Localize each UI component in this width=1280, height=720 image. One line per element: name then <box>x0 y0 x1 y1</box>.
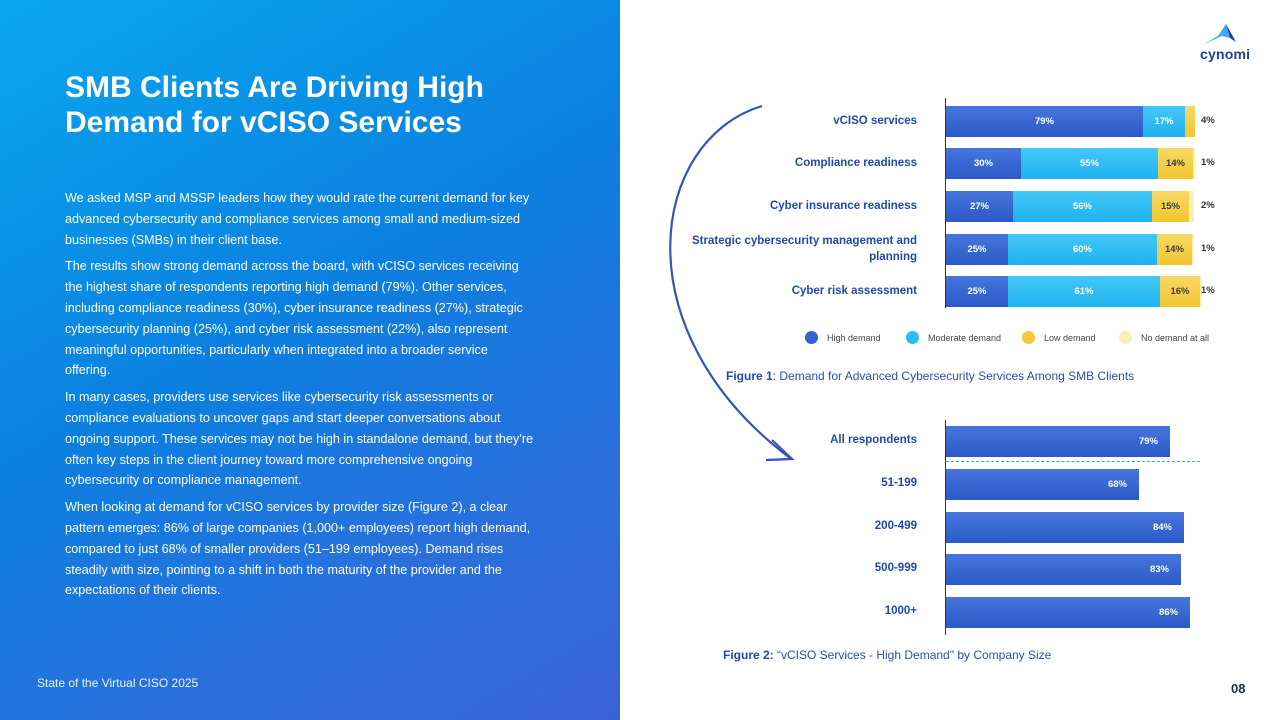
figure-1-caption-text: : Demand for Advanced Cybersecurity Serv… <box>772 369 1135 383</box>
fig1-outside-label: 1% <box>1201 243 1215 254</box>
fig1-category-label: Strategic cybersecurity management and p… <box>692 235 917 263</box>
fig1-bar-segment: 55% <box>1021 148 1158 179</box>
figure-1-caption-bold: Figure 1 <box>726 369 773 383</box>
paragraph: The results show strong demand across th… <box>65 259 523 378</box>
fig1-axis <box>945 98 946 308</box>
fig1-bar-segment <box>1193 148 1195 179</box>
fig1-category-label: Compliance readiness <box>794 157 917 169</box>
legend-item: High demand <box>805 331 881 344</box>
fig2-bar: 79% <box>946 426 1170 457</box>
page-number: 08 <box>1231 681 1246 696</box>
fig1-bar-segment: 61% <box>1008 276 1160 307</box>
fig1-bar-segment <box>1189 191 1194 222</box>
logo-mark-icon <box>1204 24 1236 44</box>
fig1-bar-segment: 30% <box>946 148 1021 179</box>
page-title: SMB Clients Are Driving High Demand for … <box>65 71 484 139</box>
logo-text: cynomi <box>1200 46 1251 62</box>
footer-text: State of the Virtual CISO 2025 <box>37 676 199 690</box>
fig1-bar-segment <box>1185 106 1195 137</box>
fig2-bar: 84% <box>946 512 1184 543</box>
curved-arrow-icon <box>669 104 795 462</box>
fig1-bar-segment: 14% <box>1158 148 1193 179</box>
fig2-category-label: 500-999 <box>874 562 917 574</box>
fig1-outside-label: 2% <box>1201 200 1215 211</box>
fig1-bar-segment: 17% <box>1143 106 1185 137</box>
legend-item: No demand at all <box>1119 331 1209 344</box>
cynomi-logo: cynomi <box>1196 22 1256 62</box>
fig2-bar: 83% <box>946 554 1181 585</box>
paragraph: We asked MSP and MSSP leaders how they w… <box>65 191 530 247</box>
fig1-bar-segment: 25% <box>946 276 1008 307</box>
fig2-bar: 68% <box>946 469 1139 500</box>
legend-swatch-icon <box>1119 331 1132 344</box>
fig1-outside-label: 4% <box>1201 115 1215 126</box>
figure-2-caption: Figure 2: “vCISO Services - High Demand"… <box>723 648 1051 662</box>
body-text: We asked MSP and MSSP leaders how they w… <box>65 188 535 607</box>
legend-swatch-icon <box>805 331 818 344</box>
legend-label: High demand <box>827 332 881 343</box>
fig1-outside-label: 1% <box>1201 157 1215 168</box>
fig1-bar-segment: 56% <box>1013 191 1152 222</box>
fig2-category-label: All respondents <box>830 434 917 446</box>
fig1-bar-segment: 15% <box>1152 191 1189 222</box>
fig2-category-label: 51-199 <box>881 477 917 489</box>
fig1-category-label: vCISO services <box>833 115 917 127</box>
fig1-bar-segment: 27% <box>946 191 1013 222</box>
fig1-bar-segment <box>1200 276 1202 307</box>
fig1-category-label: Cyber insurance readiness <box>769 200 917 212</box>
legend-label: Moderate demand <box>928 332 1002 343</box>
fig1-outside-label: 1% <box>1201 285 1215 296</box>
legend-label: Low demand <box>1044 332 1096 343</box>
left-panel: SMB Clients Are Driving High Demand for … <box>0 0 620 720</box>
paragraph: When looking at demand for vCISO service… <box>65 500 531 598</box>
fig2-category-label: 200-499 <box>874 520 917 532</box>
figure-1-caption: Figure 1: Demand for Advanced Cybersecur… <box>726 369 1134 383</box>
fig1-bar-segment: 60% <box>1008 234 1157 265</box>
legend-swatch-icon <box>1022 331 1035 344</box>
fig1-bar-segment: 14% <box>1157 234 1192 265</box>
fig1-bar-segment: 79% <box>946 106 1143 137</box>
fig2-category-label: 1000+ <box>884 605 917 617</box>
fig2-bar: 86% <box>946 597 1190 628</box>
fig1-bar-segment: 16% <box>1160 276 1200 307</box>
figure-2-caption-text: “vCISO Services - High Demand" by Compan… <box>773 648 1052 662</box>
legend-swatch-icon <box>906 331 919 344</box>
reference-line <box>946 461 1200 462</box>
legend-label: No demand at all <box>1141 332 1210 343</box>
paragraph: In many cases, providers use services li… <box>65 390 534 488</box>
fig2-axis <box>945 420 946 635</box>
legend-item: Low demand <box>1022 331 1096 344</box>
fig1-category-label: Cyber risk assessment <box>791 285 917 297</box>
fig1-bar-segment: 25% <box>946 234 1008 265</box>
figure-2-caption-bold: Figure 2: <box>723 648 774 662</box>
legend-item: Moderate demand <box>906 331 1001 344</box>
fig1-bar-segment <box>1192 234 1194 265</box>
